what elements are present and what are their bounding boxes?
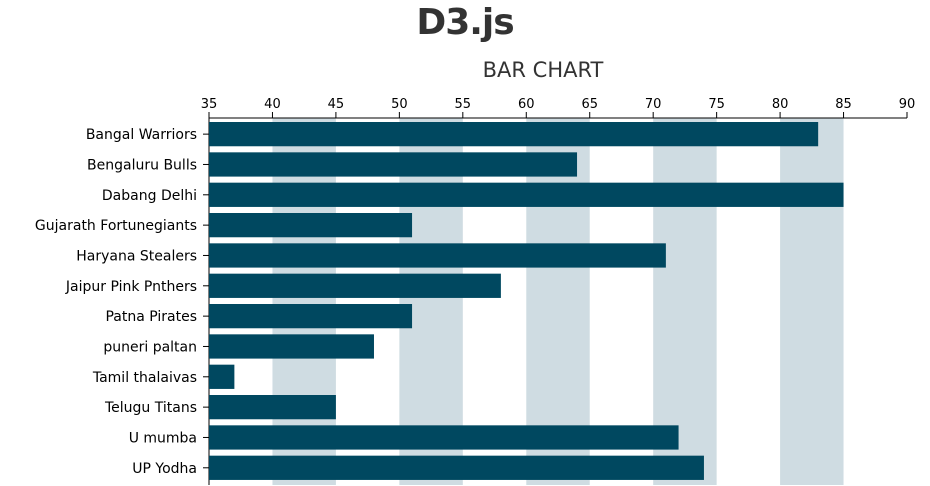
bar [209, 243, 666, 268]
category-label: Gujarath Fortunegiants [35, 218, 197, 234]
x-tick-label: 40 [264, 97, 281, 112]
grid-band [526, 118, 590, 485]
category-label: Telugu Titans [104, 400, 197, 416]
category-label: UP Yodha [132, 461, 197, 477]
bar [209, 395, 336, 420]
x-axis: 35 40 45 50 55 60 65 70 75 80 85 90 [201, 97, 916, 119]
x-tick-label: 90 [899, 97, 916, 112]
category-label: Jaipur Pink Pnthers [65, 279, 197, 295]
bar [209, 152, 578, 177]
x-tick-label: 80 [772, 97, 789, 112]
background-bands [272, 118, 844, 485]
category-label: Patna Pirates [105, 309, 197, 325]
x-tick-label: 65 [581, 97, 598, 112]
x-tick-label: 75 [708, 97, 725, 112]
category-label: Bangal Warriors [86, 127, 197, 143]
x-tick-label: 50 [391, 97, 408, 112]
category-label: Bengaluru Bulls [87, 157, 197, 173]
bars [209, 122, 844, 480]
category-label: Dabang Delhi [102, 188, 197, 204]
page-title: D3.js [416, 2, 514, 43]
bar [209, 364, 235, 389]
category-label: Tamil thalaivas [92, 370, 197, 386]
bar [209, 122, 819, 147]
bar [209, 304, 413, 329]
x-tick-label: 60 [518, 97, 535, 112]
bar [209, 455, 704, 480]
category-label: U mumba [129, 430, 197, 446]
grid-band [780, 118, 844, 485]
bar [209, 425, 679, 450]
bar [209, 334, 374, 359]
x-tick-label: 85 [835, 97, 852, 112]
bar [209, 213, 413, 238]
category-label: puneri paltan [103, 339, 197, 355]
bar [209, 182, 844, 207]
y-axis: Bangal Warriors Bengaluru Bulls Dabang Del… [35, 118, 210, 485]
grid-band [399, 118, 463, 485]
x-tick-label: 70 [645, 97, 662, 112]
x-tick-label: 35 [201, 97, 218, 112]
grid-band [272, 118, 336, 485]
x-tick-label: 55 [455, 97, 472, 112]
chart-title: BAR CHART [482, 58, 604, 82]
grid-band [653, 118, 717, 485]
x-tick-label: 45 [328, 97, 345, 112]
category-label: Haryana Stealers [76, 248, 197, 264]
bar [209, 273, 501, 298]
